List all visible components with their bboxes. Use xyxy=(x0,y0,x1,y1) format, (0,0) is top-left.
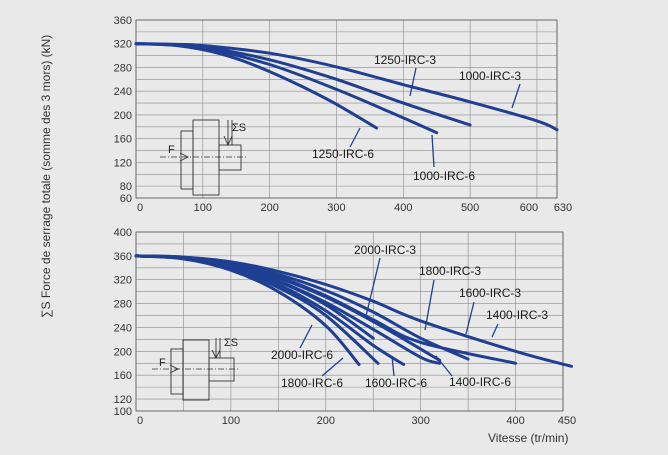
chuck-sketch-bottom: F ΣS xyxy=(152,337,240,401)
top-x-tick-630: 630 xyxy=(554,202,572,214)
top-x-tick-200: 200 xyxy=(260,202,278,214)
bottom-x-tick-450: 450 xyxy=(558,415,576,427)
bottom-series-label-2000-irc-3: 2000-IRC-3 xyxy=(354,243,416,257)
bottom-leader-2000-irc-6 xyxy=(299,324,313,349)
top-leader-1000-irc-6 xyxy=(431,134,435,168)
top-series-label-1000-irc-3: 1000-IRC-3 xyxy=(459,69,521,83)
top-leader-1250-irc-6 xyxy=(349,127,361,148)
bottom-curve-1400-irc-6b xyxy=(134,254,518,365)
top-curve-1000-irc-3 xyxy=(134,42,559,132)
bottom-y-tick-100: 100 xyxy=(114,406,132,418)
top-leader-1000-irc-3 xyxy=(511,83,521,109)
bottom-x-tick-200: 200 xyxy=(317,415,335,427)
force-label-top: F xyxy=(168,144,175,156)
top-y-tick-160: 160 xyxy=(114,134,132,146)
bottom-plot-frame xyxy=(135,231,564,412)
top-curve-1000-irc-6 xyxy=(134,42,439,135)
bottom-series-label-1600-irc-6: 1600-IRC-6 xyxy=(365,376,427,390)
top-x-tick-500: 500 xyxy=(461,202,479,214)
top-series-label-1250-irc-3: 1250-IRC-3 xyxy=(374,53,436,67)
top-y-tick-120: 120 xyxy=(114,157,132,169)
bottom-y-tick-160: 160 xyxy=(114,370,132,382)
bottom-y-tick-200: 200 xyxy=(114,346,132,358)
bottom-leader-1400-irc-6 xyxy=(435,355,453,377)
bottom-y-tick-320: 320 xyxy=(114,275,132,287)
top-y-tick-80: 80 xyxy=(120,181,132,193)
top-x-tick-300: 300 xyxy=(327,202,345,214)
top-y-tick-200: 200 xyxy=(114,110,132,122)
sum-label-bottom: ΣS xyxy=(224,337,238,349)
bottom-curve-1800-irc-3 xyxy=(134,254,442,362)
bottom-x-tick-400: 400 xyxy=(506,415,524,427)
force-label-bottom: F xyxy=(159,357,166,369)
top-series-label-1000-irc-6: 1000-IRC-6 xyxy=(413,169,475,183)
x-axis-label: Vitesse (tr/min) xyxy=(488,431,568,445)
bottom-series-label-1400-irc-6: 1400-IRC-6 xyxy=(449,375,511,389)
bottom-leader-1600-irc-3 xyxy=(465,301,475,335)
bottom-leader-1600-irc-6 xyxy=(391,355,395,377)
bottom-leader-1800-irc-6 xyxy=(321,357,344,377)
bottom-series-label-1800-irc-3: 1800-IRC-3 xyxy=(419,264,481,278)
top-y-tick-320: 320 xyxy=(114,39,132,51)
bottom-series-label-2000-irc-6: 2000-IRC-6 xyxy=(271,348,333,362)
top-y-tick-240: 240 xyxy=(114,86,132,98)
chuck-sketch-top: F ΣS xyxy=(160,119,248,196)
top-series-label-1250-irc-6: 1250-IRC-6 xyxy=(312,147,374,161)
top-y-tick-280: 280 xyxy=(114,62,132,74)
y-axis-label: ∑S Force de serrage totale (somme des 3 … xyxy=(39,35,53,318)
top-y-tick-60: 60 xyxy=(120,193,132,205)
bottom-x-tick-0: 0 xyxy=(137,415,143,427)
bottom-leader-1400-irc-3 xyxy=(491,323,499,338)
bottom-y-tick-280: 280 xyxy=(114,299,132,311)
top-plot-frame xyxy=(135,19,558,199)
top-x-tick-100: 100 xyxy=(194,202,212,214)
top-x-tick-600: 600 xyxy=(520,202,538,214)
top-leader-1250-irc-3 xyxy=(409,67,417,97)
top-y-tick-360: 360 xyxy=(114,15,132,27)
top-x-tick-400: 400 xyxy=(394,202,412,214)
bottom-y-tick-360: 360 xyxy=(114,251,132,263)
bottom-series-label-1800-irc-6: 1800-IRC-6 xyxy=(281,376,343,390)
bottom-leader-2000-irc-3 xyxy=(365,257,381,317)
bottom-series-label-1400-irc-3: 1400-IRC-3 xyxy=(486,308,548,322)
bottom-y-tick-240: 240 xyxy=(114,322,132,334)
sum-label-top: ΣS xyxy=(232,122,246,134)
bottom-y-tick-120: 120 xyxy=(114,394,132,406)
bottom-x-tick-100: 100 xyxy=(222,415,240,427)
top-x-tick-0: 0 xyxy=(137,202,143,214)
bottom-y-tick-400: 400 xyxy=(114,227,132,239)
bottom-series-label-1600-irc-3: 1600-IRC-3 xyxy=(459,286,521,300)
bottom-x-tick-300: 300 xyxy=(411,415,429,427)
